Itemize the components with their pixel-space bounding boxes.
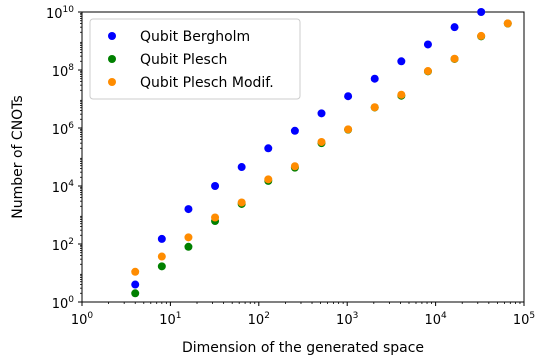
x-tick-label-exponent: 5 xyxy=(529,311,535,321)
data-point-series-1 xyxy=(131,280,140,289)
y-tick-label-base: 10 xyxy=(52,239,69,254)
data-point-series-3 xyxy=(477,31,486,40)
y-tick-label-exponent: 10 xyxy=(63,5,75,15)
data-point-series-3 xyxy=(157,252,166,261)
data-point-series-1 xyxy=(157,234,166,243)
x-tick-label: 100 xyxy=(71,311,94,328)
x-tick-label: 104 xyxy=(424,311,447,328)
data-point-series-3 xyxy=(503,19,512,28)
data-point-series-3 xyxy=(450,54,459,63)
y-axis-label: Number of CNOTs xyxy=(10,95,26,218)
y-tick-label-exponent: 8 xyxy=(68,63,74,73)
x-tick-label-base: 10 xyxy=(513,313,530,328)
data-point-series-1 xyxy=(264,144,273,153)
y-tick-label-base: 10 xyxy=(52,297,69,312)
x-tick-label: 102 xyxy=(248,311,270,328)
data-point-series-1 xyxy=(370,74,379,83)
data-point-series-1 xyxy=(344,92,353,101)
data-point-series-3 xyxy=(370,103,379,112)
y-tick-label: 102 xyxy=(52,237,74,254)
y-tick-label: 108 xyxy=(52,63,75,80)
data-point-series-3 xyxy=(317,137,326,146)
data-point-series-3 xyxy=(264,175,273,184)
data-point-series-2 xyxy=(157,262,166,271)
data-point-series-2 xyxy=(184,242,193,251)
data-point-series-3 xyxy=(237,198,246,207)
legend-label: Qubit Bergholm xyxy=(140,29,250,45)
x-tick-label-base: 10 xyxy=(336,313,353,328)
y-tick-label-exponent: 0 xyxy=(68,295,74,305)
x-axis-label: Dimension of the generated space xyxy=(182,340,424,356)
data-point-series-3 xyxy=(344,125,353,134)
x-tick-label-base: 10 xyxy=(159,313,176,328)
legend-box xyxy=(89,18,301,100)
data-point-series-1 xyxy=(317,109,326,118)
x-tick-label-base: 10 xyxy=(424,313,441,328)
data-point-series-1 xyxy=(184,205,193,214)
x-tick-label: 101 xyxy=(159,311,181,328)
data-point-series-3 xyxy=(397,90,406,99)
legend-marker xyxy=(108,78,116,86)
x-tick-label: 105 xyxy=(513,311,535,328)
y-tick-label-exponent: 2 xyxy=(68,237,74,247)
data-points xyxy=(131,8,512,298)
data-point-series-1 xyxy=(477,8,486,16)
legend-marker xyxy=(108,32,116,40)
legend-label: Qubit Plesch xyxy=(140,52,227,68)
x-tick-label-exponent: 2 xyxy=(264,311,270,321)
data-point-series-3 xyxy=(423,67,432,76)
y-tick-label-base: 10 xyxy=(52,65,69,80)
y-tick-label: 1010 xyxy=(46,5,74,22)
y-tick-label: 104 xyxy=(52,179,75,196)
data-point-series-1 xyxy=(423,40,432,49)
y-tick-label-exponent: 4 xyxy=(68,179,74,189)
data-point-series-3 xyxy=(131,267,140,276)
data-point-series-1 xyxy=(237,163,246,172)
x-tick-label: 103 xyxy=(336,311,358,328)
y-tick-label-base: 10 xyxy=(46,7,63,22)
data-point-series-1 xyxy=(290,126,299,135)
x-axis-ticks: 100 101 102 103 104 105 xyxy=(71,302,535,328)
y-tick-label-base: 10 xyxy=(52,181,69,196)
y-tick-label-base: 10 xyxy=(52,123,69,138)
x-tick-label-base: 10 xyxy=(71,313,88,328)
legend-marker xyxy=(108,55,116,63)
data-point-series-3 xyxy=(211,213,220,222)
data-point-series-3 xyxy=(184,233,193,242)
legend-label: Qubit Plesch Modif. xyxy=(140,75,274,91)
legend: Qubit Bergholm Qubit Plesch Qubit Plesch M… xyxy=(89,18,301,100)
data-point-series-2 xyxy=(131,289,140,298)
x-tick-label-base: 10 xyxy=(248,313,265,328)
y-tick-label-exponent: 6 xyxy=(68,121,74,131)
data-point-series-1 xyxy=(211,182,220,190)
x-tick-label-exponent: 1 xyxy=(176,311,182,321)
x-tick-label-exponent: 4 xyxy=(441,311,447,321)
x-tick-label-exponent: 3 xyxy=(353,311,359,321)
data-point-series-3 xyxy=(290,162,299,171)
y-tick-label: 100 xyxy=(52,295,75,312)
data-point-series-1 xyxy=(450,23,459,32)
y-tick-label: 106 xyxy=(52,121,75,138)
data-point-series-1 xyxy=(397,57,406,66)
x-tick-label-exponent: 0 xyxy=(87,311,93,321)
